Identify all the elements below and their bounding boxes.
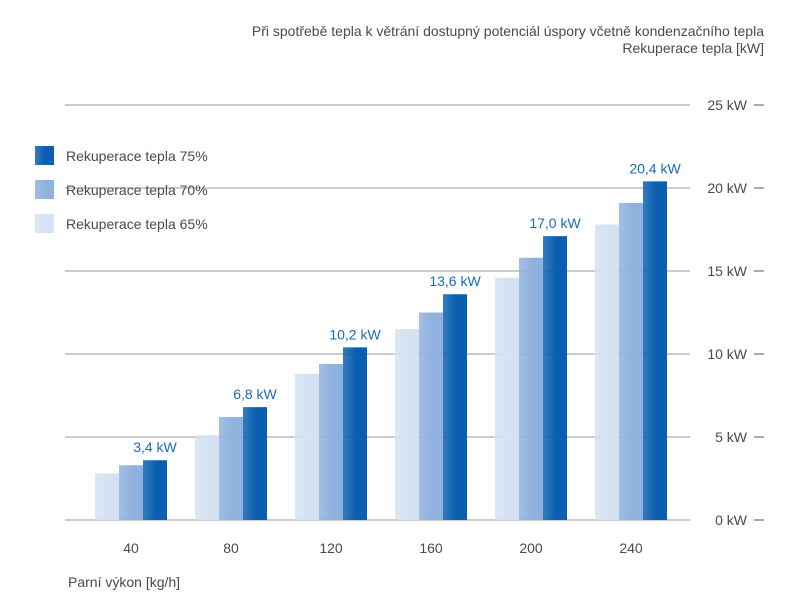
bar-70-200 <box>519 257 543 520</box>
bar-75-120 <box>343 347 367 520</box>
legend: Rekuperace tepla 75% Rekuperace tepla 70%… <box>35 146 208 233</box>
y-tick-label: 0 kW <box>715 512 748 528</box>
bar-65-80 <box>195 435 219 520</box>
bar-70-160 <box>419 312 443 520</box>
legend-label: Rekuperace tepla 65% <box>66 216 208 232</box>
y-tick-label: 20 kW <box>707 180 747 196</box>
x-tick-label: 200 <box>519 540 543 556</box>
legend-swatch <box>35 214 54 233</box>
data-label: 10,2 kW <box>329 326 381 342</box>
bar-65-160 <box>395 329 419 520</box>
data-label: 3,4 kW <box>133 439 177 455</box>
y-tick-label: 25 kW <box>707 97 747 113</box>
bars <box>95 181 667 521</box>
data-label: 6,8 kW <box>233 386 277 402</box>
y-tick-label: 5 kW <box>715 429 748 445</box>
legend-label: Rekuperace tepla 70% <box>66 182 208 198</box>
bar-75-80 <box>243 407 267 520</box>
bar-70-120 <box>319 363 343 520</box>
data-label: 13,6 kW <box>429 273 481 289</box>
x-axis-ticks: 40 80 120 160 200 240 <box>123 540 643 556</box>
bar-65-120 <box>295 373 319 520</box>
x-tick-label: 80 <box>223 540 239 556</box>
bar-70-40 <box>119 465 143 520</box>
legend-swatch <box>35 180 54 199</box>
legend-label: Rekuperace tepla 75% <box>66 148 208 164</box>
x-tick-label: 40 <box>123 540 139 556</box>
data-labels: 3,4 kW 6,8 kW 10,2 kW 13,6 kW 17,0 kW 20,4 kW <box>133 160 681 455</box>
y-axis-ticks: 0 kW 5 kW 10 kW 15 kW 20 kW 25 kW <box>707 97 764 528</box>
y-tick-label: 15 kW <box>707 263 747 279</box>
chart-subtitle: Rekuperace tepla [kW] <box>622 40 764 56</box>
data-label: 20,4 kW <box>629 160 681 176</box>
bar-70-240 <box>619 202 643 520</box>
bar-65-200 <box>495 277 519 520</box>
x-tick-label: 120 <box>319 540 343 556</box>
bar-65-240 <box>595 224 619 520</box>
bar-65-40 <box>95 473 119 520</box>
bar-75-240 <box>643 181 667 521</box>
gridlines <box>65 104 690 521</box>
bar-70-80 <box>219 417 243 520</box>
y-tick-label: 10 kW <box>707 346 747 362</box>
data-label: 17,0 kW <box>529 215 581 231</box>
bar-75-40 <box>143 460 167 520</box>
bar-75-200 <box>543 236 567 520</box>
bar-75-160 <box>443 294 467 520</box>
legend-swatch <box>35 146 54 165</box>
x-axis-label: Parní výkon [kg/h] <box>68 574 180 590</box>
x-tick-label: 240 <box>619 540 643 556</box>
x-tick-label: 160 <box>419 540 443 556</box>
chart-title: Při spotřebě tepla k větrání dostupný po… <box>252 23 764 39</box>
